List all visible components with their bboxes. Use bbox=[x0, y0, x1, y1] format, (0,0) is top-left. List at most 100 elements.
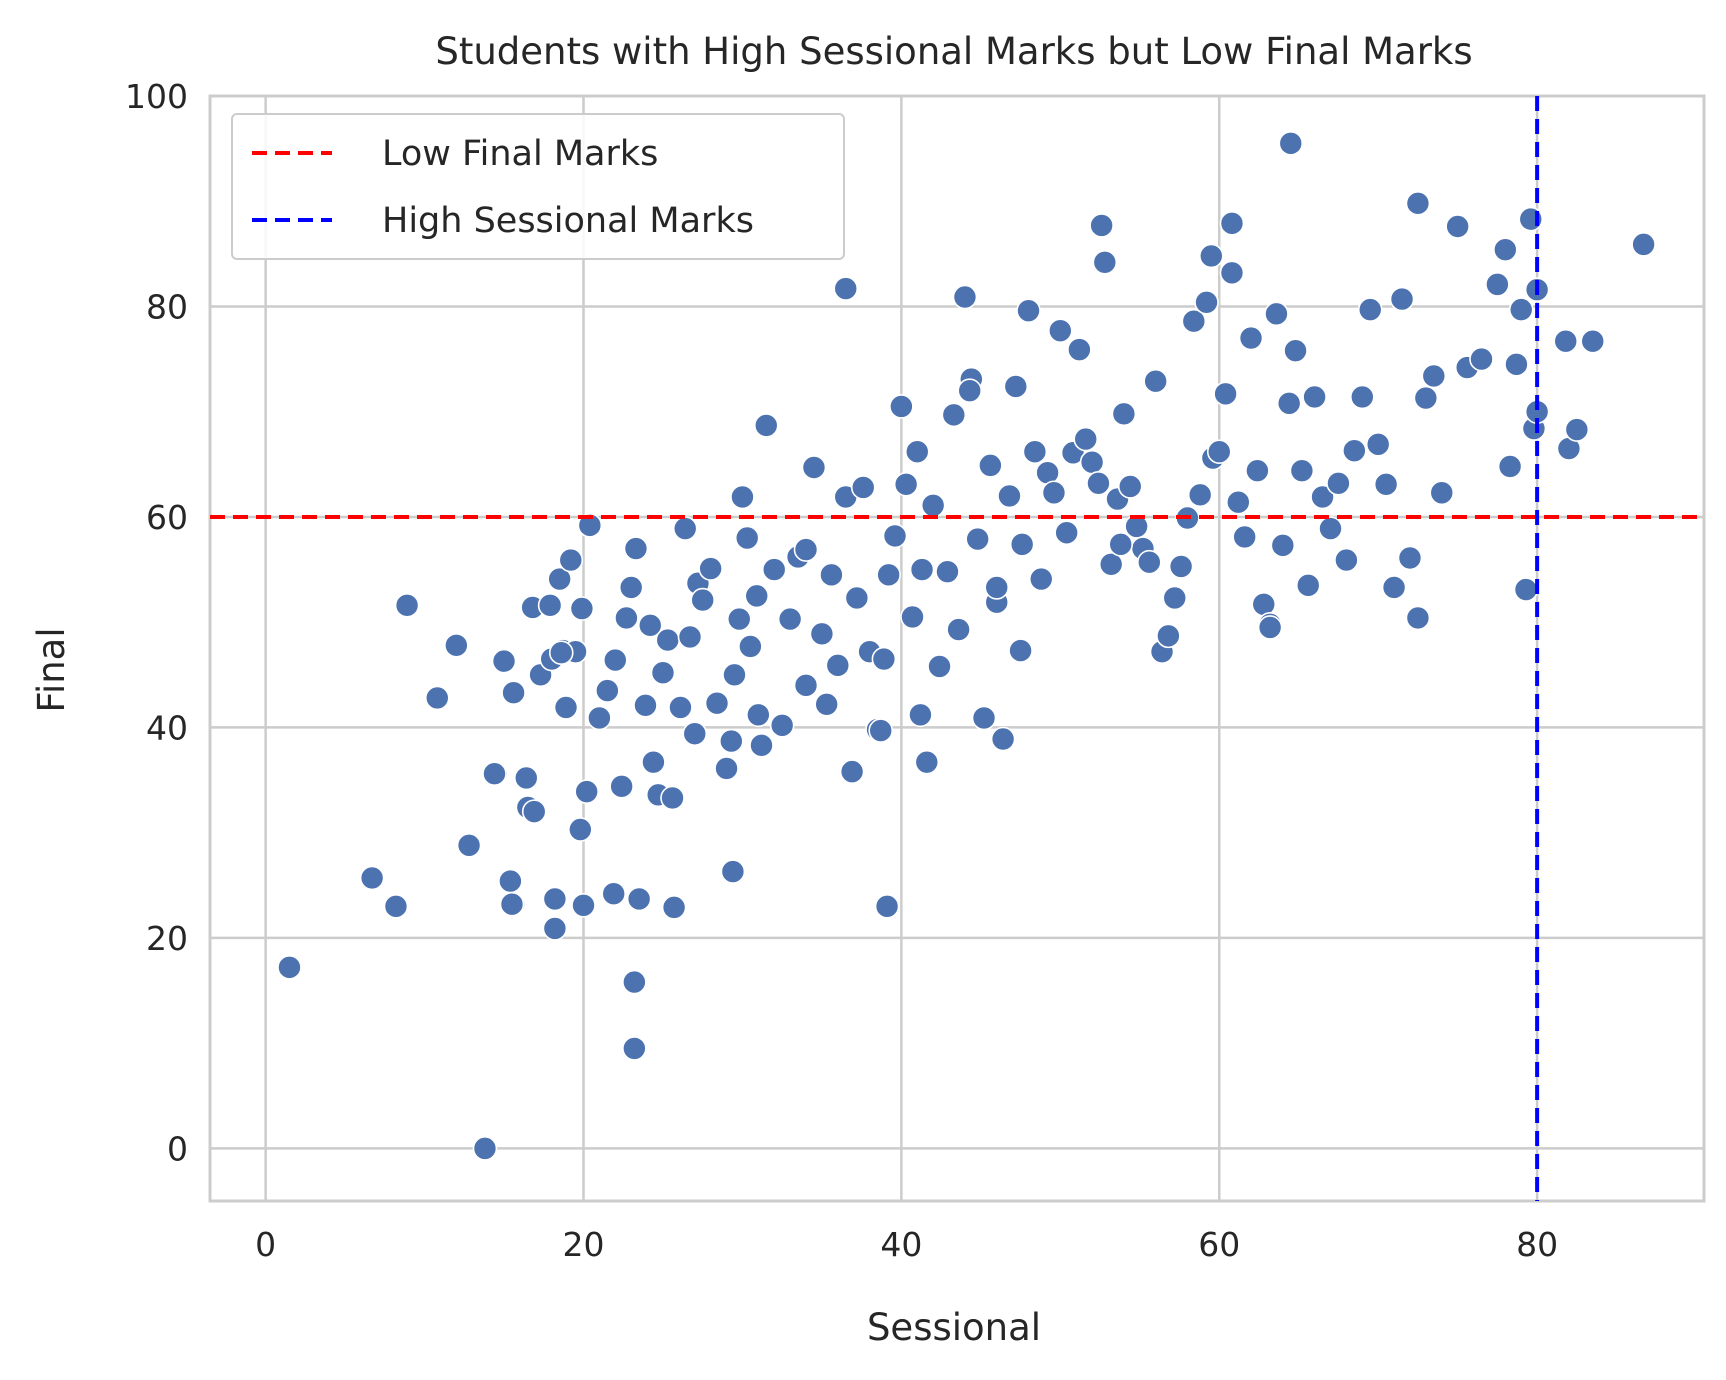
data-point bbox=[641, 749, 666, 775]
data-point bbox=[499, 891, 525, 917]
data-point bbox=[1295, 573, 1321, 598]
data-point bbox=[1508, 297, 1534, 322]
data-point bbox=[537, 593, 563, 618]
data-point bbox=[513, 765, 539, 791]
data-point bbox=[1497, 454, 1523, 479]
data-point bbox=[482, 761, 507, 787]
data-point bbox=[1553, 328, 1579, 354]
data-point bbox=[946, 617, 971, 642]
data-points bbox=[210, 96, 1704, 1201]
data-point bbox=[542, 916, 568, 941]
data-point bbox=[850, 475, 876, 500]
data-point bbox=[1124, 514, 1149, 539]
data-point bbox=[1245, 458, 1270, 483]
data-point bbox=[491, 648, 517, 674]
data-point bbox=[690, 587, 716, 613]
data-point bbox=[568, 817, 593, 842]
y-tick-label: 20 bbox=[146, 919, 188, 958]
data-point bbox=[1238, 325, 1264, 351]
data-point bbox=[814, 691, 839, 717]
plot-frame bbox=[208, 94, 1706, 1203]
data-point bbox=[498, 868, 523, 894]
data-point bbox=[1198, 243, 1224, 269]
data-point bbox=[637, 613, 663, 638]
data-point bbox=[1342, 438, 1367, 463]
data-point bbox=[1373, 472, 1399, 497]
data-point bbox=[1257, 615, 1283, 640]
data-point bbox=[1008, 638, 1033, 663]
data-point bbox=[1264, 301, 1289, 327]
data-point bbox=[833, 276, 859, 301]
data-point bbox=[1098, 552, 1124, 577]
data-point bbox=[893, 472, 919, 497]
data-point bbox=[1187, 482, 1213, 508]
data-point bbox=[997, 483, 1022, 509]
data-point bbox=[1270, 533, 1296, 558]
data-point bbox=[889, 394, 914, 419]
y-tick-label: 100 bbox=[125, 77, 188, 116]
data-point bbox=[876, 562, 901, 588]
data-point bbox=[602, 647, 628, 673]
data-point bbox=[1564, 417, 1590, 442]
data-point bbox=[769, 713, 795, 738]
data-point bbox=[623, 536, 649, 561]
data-point bbox=[720, 859, 746, 884]
data-point bbox=[730, 484, 755, 510]
data-point bbox=[965, 526, 990, 552]
data-point bbox=[1009, 532, 1035, 557]
data-point bbox=[990, 726, 1016, 752]
data-point bbox=[1357, 297, 1383, 322]
data-point bbox=[609, 774, 634, 799]
data-point bbox=[553, 695, 579, 720]
data-point bbox=[882, 523, 908, 549]
data-point bbox=[1048, 318, 1073, 343]
y-tick-label: 60 bbox=[146, 498, 188, 537]
data-point bbox=[1365, 432, 1391, 457]
data-point bbox=[1289, 458, 1315, 483]
data-point bbox=[1421, 363, 1447, 389]
data-point bbox=[1108, 532, 1134, 557]
data-point bbox=[935, 559, 960, 584]
data-point bbox=[1513, 577, 1539, 602]
data-point bbox=[569, 596, 595, 621]
data-point bbox=[1429, 480, 1455, 506]
data-point bbox=[574, 779, 599, 804]
data-point bbox=[844, 585, 870, 611]
x-tick-label: 80 bbox=[1516, 1225, 1558, 1264]
data-point bbox=[1041, 480, 1067, 506]
data-point bbox=[1278, 131, 1304, 156]
data-point bbox=[874, 894, 900, 919]
data-point bbox=[622, 1036, 647, 1061]
data-point bbox=[1092, 249, 1118, 275]
data-point bbox=[1168, 554, 1194, 579]
data-point bbox=[738, 634, 763, 659]
data-point bbox=[1137, 549, 1162, 575]
data-point bbox=[957, 378, 983, 403]
data-point bbox=[1318, 516, 1343, 541]
data-point bbox=[1086, 470, 1111, 496]
data-point bbox=[1089, 213, 1114, 238]
data-point bbox=[839, 759, 865, 784]
data-point bbox=[1219, 211, 1245, 236]
y-axis-label: Final bbox=[30, 627, 73, 712]
data-point bbox=[1162, 585, 1188, 611]
data-point bbox=[1631, 232, 1656, 257]
data-point bbox=[1445, 214, 1470, 239]
chart-title: Students with High Sessional Marks but L… bbox=[435, 30, 1472, 73]
data-point bbox=[650, 660, 676, 686]
data-point bbox=[920, 493, 946, 518]
legend-box bbox=[231, 113, 845, 260]
data-point bbox=[1213, 381, 1238, 407]
data-point bbox=[1397, 545, 1423, 571]
axes-frame bbox=[208, 94, 1706, 1203]
data-point bbox=[1334, 547, 1359, 573]
data-point bbox=[1381, 575, 1407, 600]
y-tick-label: 0 bbox=[167, 1129, 188, 1168]
data-point bbox=[1405, 191, 1431, 216]
data-point bbox=[394, 593, 420, 618]
x-tick-label: 0 bbox=[255, 1225, 276, 1264]
data-point bbox=[1073, 426, 1099, 452]
data-point bbox=[698, 556, 723, 581]
data-point bbox=[704, 690, 730, 716]
